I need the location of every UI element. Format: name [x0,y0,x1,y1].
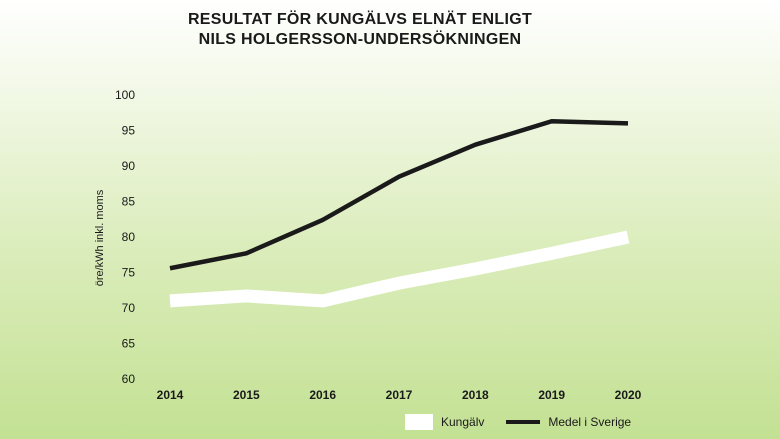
legend-item-medel: Medel i Sverige [506,415,631,429]
series-line-medel-i-sverige [169,119,629,271]
x-tick-label: 2019 [538,388,565,402]
x-axis-ticks: 2014 2015 2016 2017 2018 2019 2020 [157,388,642,402]
x-tick-label: 2016 [309,388,336,402]
legend-swatch-kungalv [405,414,433,430]
x-tick-label: 2014 [157,388,184,402]
y-axis-ticks: 60 65 70 75 80 85 90 95 100 [115,88,135,386]
x-tick-label: 2017 [386,388,413,402]
x-tick-label: 2015 [233,388,260,402]
chart-title: RESULTAT FÖR KUNGÄLVS ELNÄT ENLIGT NILS … [120,10,600,50]
y-tick-label: 60 [122,372,136,386]
y-tick-label: 70 [122,301,136,315]
x-tick-label: 2018 [462,388,489,402]
legend-label-kungalv: Kungälv [441,415,485,429]
x-tick-label: 2020 [615,388,642,402]
y-axis-label: öre/kWh inkl. moms [94,189,106,286]
y-tick-label: 85 [122,195,136,209]
y-tick-label: 65 [122,337,136,351]
series-line-kungalv [169,230,630,308]
legend-swatch-medel [506,420,541,424]
y-tick-label: 100 [115,88,135,102]
chart-title-line-1: RESULTAT FÖR KUNGÄLVS ELNÄT ENLIGT [187,11,533,28]
y-tick-label: 95 [122,124,136,138]
chart-title-line-2: NILS HOLGERSSON-UNDERSÖKNINGEN [198,31,522,48]
series-group [169,119,630,308]
legend-label-medel: Medel i Sverige [548,415,632,429]
y-tick-label: 80 [122,230,136,244]
legend-item-kungalv: Kungälv [405,414,484,430]
y-tick-label: 90 [122,159,136,173]
y-tick-label: 75 [122,266,136,280]
legend: Kungälv Medel i Sverige [405,412,653,432]
